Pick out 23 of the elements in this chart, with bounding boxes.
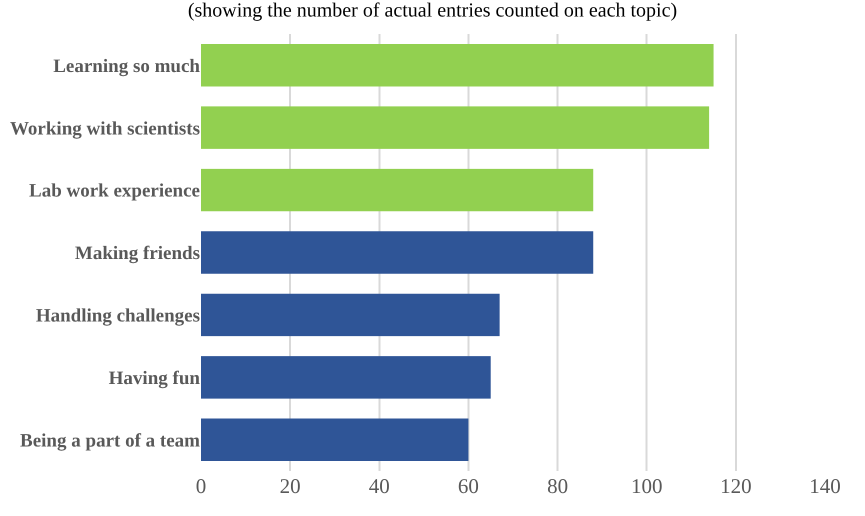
bar — [201, 44, 714, 86]
bar — [201, 418, 468, 462]
bar — [201, 231, 594, 274]
y-tick-label: Being a part of a team — [20, 430, 200, 452]
bar — [201, 168, 594, 212]
x-tick-label: 40 — [368, 474, 390, 498]
bar — [201, 356, 491, 399]
y-tick-label: Working with scientists — [10, 118, 200, 140]
y-tick-label: Lab work experience — [29, 180, 200, 202]
x-tick-label: 60 — [458, 474, 479, 498]
y-tick-label: Learning so much — [53, 56, 200, 77]
x-tick-label: 0 — [196, 474, 206, 498]
x-tick-label: 100 — [630, 474, 662, 498]
chart-title: (showing the number of actual entries counted on each topic) — [188, 0, 678, 22]
y-tick-label: Handling challenges — [36, 306, 200, 327]
y-tick-label: Having fun — [108, 368, 200, 390]
bar — [201, 294, 500, 336]
x-tick-label: 20 — [280, 474, 301, 498]
bar — [201, 106, 710, 149]
x-tick-label: 80 — [547, 474, 568, 498]
y-tick-label: Making friends — [74, 243, 200, 264]
x-tick-label: 120 — [720, 474, 752, 498]
x-tick-label: 140 — [809, 474, 841, 498]
